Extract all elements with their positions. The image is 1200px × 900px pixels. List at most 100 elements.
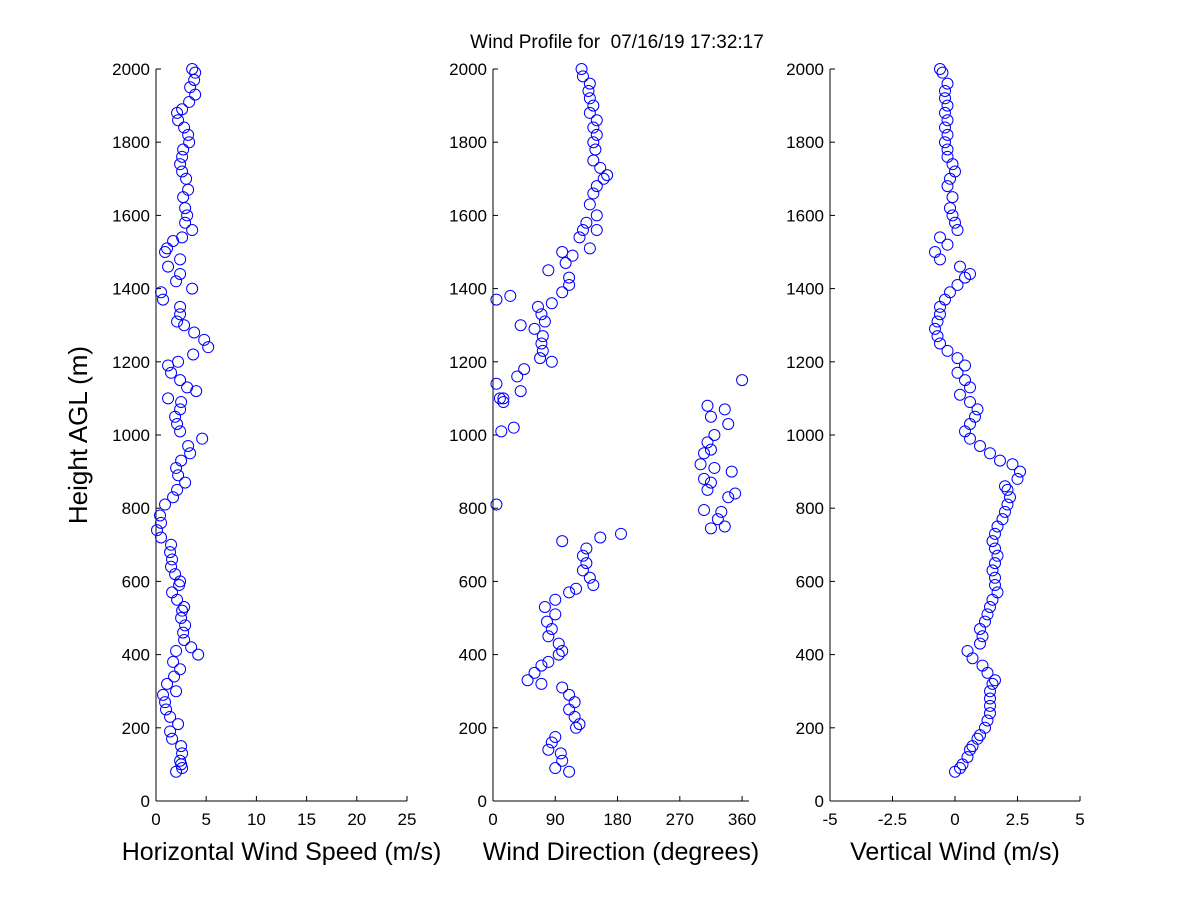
x-tick-label: -2.5 (878, 810, 907, 829)
data-point (198, 333, 211, 346)
x-tick-label: -5 (822, 810, 837, 829)
data-point (176, 165, 189, 178)
data-point (939, 92, 951, 105)
data-point (576, 224, 589, 237)
data-point (178, 633, 191, 646)
data-point (1011, 472, 1024, 485)
data-point (542, 630, 555, 643)
data-point (164, 546, 177, 559)
data-point (587, 579, 600, 592)
x-tick-label: 0 (488, 810, 497, 829)
data-point (563, 765, 576, 778)
data-point (939, 106, 951, 119)
data-point (583, 77, 596, 90)
data-point (179, 216, 192, 229)
data-point (166, 553, 179, 566)
x-tick-label: 270 (666, 810, 694, 829)
data-point (594, 531, 607, 544)
y-tick-label: 1400 (449, 280, 487, 299)
data-point (718, 403, 731, 416)
data-point (495, 425, 508, 438)
data-point (179, 619, 192, 632)
data-point (587, 136, 600, 149)
data-point (161, 242, 174, 255)
data-point (583, 92, 596, 105)
x-axis-label: Wind Direction (degrees) (483, 838, 760, 866)
y-tick-label: 1000 (112, 426, 150, 445)
data-point (545, 355, 558, 368)
data-point (964, 267, 976, 280)
y-tick-label: 200 (459, 719, 487, 738)
data-point (989, 527, 1001, 540)
data-point (184, 81, 197, 94)
data-point (493, 392, 506, 405)
data-point (173, 579, 186, 592)
data-point (165, 538, 178, 551)
data-point (934, 231, 946, 244)
data-point (528, 322, 541, 335)
data-point (954, 388, 966, 401)
data-point (704, 476, 717, 489)
data-point (931, 330, 944, 343)
data-point (951, 352, 964, 365)
data-point (175, 612, 188, 624)
y-tick-label: 1600 (112, 206, 150, 225)
data-point (536, 330, 549, 343)
data-point (167, 655, 180, 668)
y-tick-label: 800 (796, 499, 824, 518)
data-point (174, 425, 187, 438)
data-point (951, 224, 964, 237)
data-point (155, 531, 168, 544)
x-tick-label: 5 (1075, 810, 1084, 829)
data-point (192, 648, 205, 661)
data-point (934, 308, 946, 321)
data-point (521, 674, 534, 687)
data-point (941, 344, 954, 357)
y-tick-label: 0 (141, 792, 150, 811)
data-point (556, 246, 569, 258)
data-point (986, 593, 999, 606)
y-tick-label: 2000 (449, 60, 487, 79)
data-point (934, 253, 946, 266)
data-point (936, 66, 949, 79)
data-point (187, 348, 200, 361)
data-point (729, 487, 742, 500)
data-point (989, 579, 1001, 592)
data-point (568, 696, 581, 709)
data-point (576, 564, 589, 577)
data-point (580, 557, 593, 570)
data-point (556, 644, 569, 657)
data-point (999, 505, 1011, 518)
data-point (698, 472, 711, 485)
data-point (989, 571, 1001, 584)
data-point (175, 454, 188, 467)
data-point (974, 622, 986, 635)
data-point (704, 443, 717, 456)
data-point (974, 637, 986, 650)
data-point (959, 425, 971, 438)
data-point (701, 483, 714, 496)
data-point (186, 282, 199, 295)
data-point (575, 63, 588, 75)
data-point (160, 703, 173, 716)
data-point (698, 504, 711, 517)
y-tick-label: 1800 (449, 133, 487, 152)
data-point (563, 278, 576, 291)
data-point (176, 150, 189, 163)
data-point (601, 169, 614, 182)
data-point (538, 601, 551, 614)
data-point (931, 315, 944, 328)
data-point (507, 421, 520, 434)
y-tick-label: 400 (459, 646, 487, 665)
y-tick-label: 2000 (112, 60, 150, 79)
y-tick-label: 600 (459, 572, 487, 591)
data-point (185, 641, 198, 654)
data-point (174, 403, 187, 416)
data-point (698, 447, 711, 460)
data-point (999, 480, 1011, 493)
data-point (694, 458, 707, 471)
data-point (956, 758, 969, 771)
data-point (570, 582, 583, 595)
data-point (934, 300, 946, 313)
